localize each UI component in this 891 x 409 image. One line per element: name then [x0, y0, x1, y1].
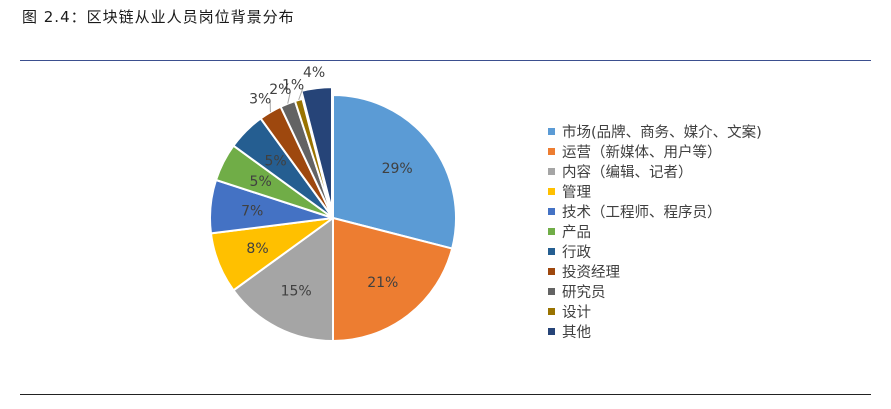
slice-label: 7%: [241, 203, 263, 219]
legend-label: 设计: [562, 305, 591, 322]
bottom-divider: [20, 394, 871, 395]
legend-item: 管理: [548, 181, 762, 201]
slice-label: 21%: [367, 275, 398, 291]
leader-line: [298, 87, 304, 101]
slice-label: 8%: [246, 241, 268, 257]
legend-label: 内容（编辑、记者）: [562, 164, 693, 181]
chart-legend: 市场(品牌、商务、媒介、文案) 运营（新媒体、用户等） 内容（编辑、记者） 管理技术（…: [548, 121, 762, 342]
slice-label: 5%: [250, 174, 272, 190]
legend-label: 行政: [562, 245, 591, 262]
legend-label: 管理: [562, 184, 591, 201]
legend-swatch: [548, 127, 555, 135]
slice-label: 2%: [269, 82, 291, 98]
legend-label: 投资经理: [562, 265, 620, 282]
legend-swatch: [548, 187, 555, 195]
leader-lines: [269, 87, 304, 113]
legend-swatch: [548, 207, 555, 215]
legend-item: 投资经理: [548, 262, 762, 282]
slice-label: 3%: [249, 91, 271, 107]
pie-slice: [332, 93, 457, 250]
slice-label: 29%: [382, 161, 413, 177]
legend-label: 技术（工程师、程序员）: [562, 204, 722, 221]
legend-swatch: [548, 328, 555, 336]
legend-item: 产品: [548, 221, 762, 241]
data-labels: 29% 21% 15% 8% 7% 5% 5% 3%2%1%4%: [241, 65, 413, 299]
legend-item: 其他: [548, 322, 762, 342]
slice-label: 15%: [281, 283, 312, 299]
top-divider: [20, 60, 871, 61]
pie-slices: [209, 86, 457, 343]
pie-slice: [332, 216, 454, 343]
legend-label: 产品: [562, 225, 591, 242]
legend-label: 研究员: [562, 285, 606, 302]
pie-slice: [232, 216, 334, 343]
legend-swatch: [548, 248, 555, 256]
legend-label: 市场(品牌、商务、媒介、文案): [562, 124, 762, 141]
legend-swatch: [548, 288, 555, 296]
legend-item: 设计: [548, 302, 762, 322]
legend-label: 运营（新媒体、用户等）: [562, 144, 722, 161]
legend-item: 行政: [548, 242, 762, 262]
slice-label: 4%: [303, 65, 325, 81]
figure-title: 图 2.4：区块链从业人员岗位背景分布: [22, 8, 295, 26]
legend-swatch: [548, 308, 555, 316]
legend-swatch: [548, 167, 555, 175]
legend-swatch: [548, 228, 555, 236]
legend-item: 运营（新媒体、用户等）: [548, 141, 762, 161]
legend-item: 研究员: [548, 282, 762, 302]
slice-label: 5%: [264, 154, 286, 170]
legend-item: 内容（编辑、记者）: [548, 161, 762, 181]
legend-item: 技术（工程师、程序员）: [548, 201, 762, 221]
legend-item: 市场(品牌、商务、媒介、文案): [548, 121, 762, 141]
legend-swatch: [548, 147, 555, 155]
legend-label: 其他: [562, 325, 591, 342]
legend-swatch: [548, 268, 555, 276]
slice-label: 1%: [282, 78, 304, 94]
leader-line: [287, 91, 291, 104]
